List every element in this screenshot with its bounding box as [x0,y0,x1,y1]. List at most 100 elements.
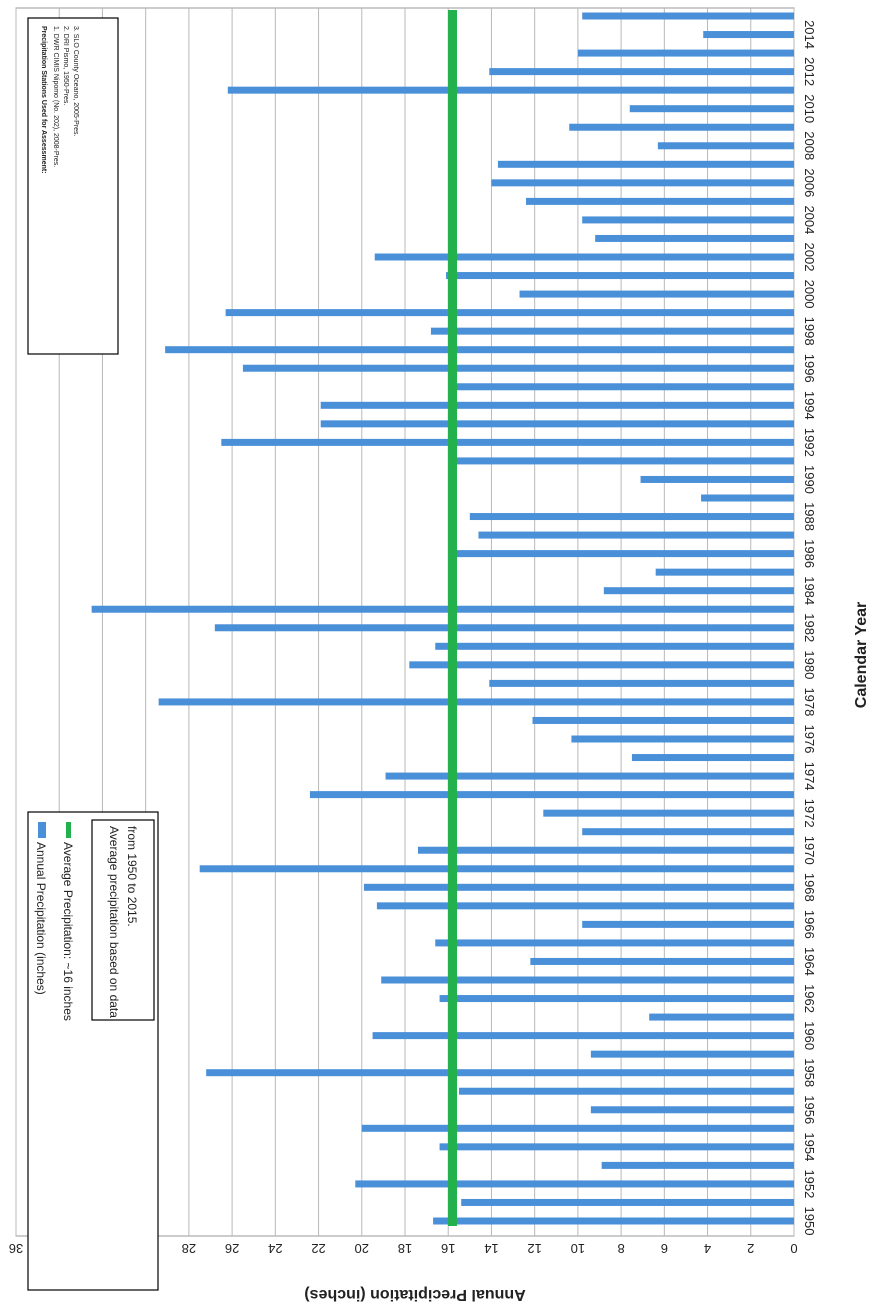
x-tick-1990: 1990 [802,465,817,494]
y-tick-0: 0 [790,1241,797,1256]
x-tick-2010: 2010 [802,94,817,123]
bar-2007 [497,160,794,168]
x-tick-2006: 2006 [802,168,817,197]
bar-2010 [629,105,794,113]
y-tick-4: 4 [704,1241,711,1256]
bar-2002 [374,253,794,261]
bar-2003 [595,234,794,242]
x-tick-1994: 1994 [802,391,817,420]
x-tick-2008: 2008 [802,131,817,160]
bar-1990 [640,475,794,483]
bar-1972 [543,809,794,817]
legend: Annual Precipitation (inches) Average Pr… [27,811,159,1291]
bar-2001 [446,272,794,280]
bar-1984 [603,587,794,595]
bar-1987 [478,531,794,539]
bar-1981 [435,642,794,650]
bar-1958 [206,1069,794,1077]
legend-note-line-1: Average precipitation based on data [107,826,121,1018]
bar-1955 [361,1124,794,1132]
x-tick-2000: 2000 [802,280,817,309]
bar-1995 [454,383,794,391]
bar-2009 [569,123,794,131]
x-tick-1976: 1976 [802,725,817,754]
y-tick-28: 28 [182,1241,196,1256]
x-tick-1966: 1966 [802,910,817,939]
x-tick-2004: 2004 [802,205,817,234]
bar-1991 [454,457,794,465]
bar-1959 [590,1050,794,1058]
x-tick-1968: 1968 [802,873,817,902]
y-tick-2: 2 [747,1241,754,1256]
bar-1989 [701,494,794,502]
legend-swatch-precip [38,822,46,838]
bars-group [91,12,795,1225]
bar-1966 [582,920,794,928]
bar-1992 [221,438,795,446]
x-tick-1978: 1978 [802,687,817,716]
x-tick-1960: 1960 [802,1021,817,1050]
bar-1997 [165,346,794,354]
bar-1998 [430,327,794,335]
bar-2000 [519,290,794,298]
x-tick-1988: 1988 [802,502,817,531]
x-tick-1972: 1972 [802,799,817,828]
bar-1962 [439,995,794,1003]
y-tick-16: 16 [441,1241,455,1256]
y-tick-10: 10 [571,1241,585,1256]
bar-1954 [439,1143,794,1151]
x-tick-1974: 1974 [802,762,817,791]
x-tick-1954: 1954 [802,1132,817,1161]
x-tick-1970: 1970 [802,836,817,865]
y-tick-14: 14 [484,1241,498,1256]
bar-1957 [459,1087,794,1095]
bar-1970 [417,846,794,854]
x-axis-label: Calendar Year [853,602,870,708]
bar-1952 [355,1180,794,1188]
stations-annotation: Precipitation Stations Used for Assessme… [27,17,119,355]
bar-2015 [582,12,794,20]
bar-1953 [601,1161,794,1169]
bar-1979 [489,679,794,687]
station-3: 3. SLO County Oceano, 2005-Pres. [72,26,79,137]
station-2: 2. DRI Pismo, 1950-Pres. [62,26,69,105]
station-1: 1. DWR CIMIS Nipomo (No. 202), 2008-Pres… [52,26,59,167]
bar-1994 [320,401,794,409]
bar-2006 [491,179,794,187]
bar-1961 [649,1013,794,1021]
x-tick-2012: 2012 [802,57,817,86]
legend-label-average: Average Precipitation: ~16 inches [61,842,75,1021]
bar-1974 [385,772,794,780]
x-tick-2002: 2002 [802,243,817,272]
x-tick-1998: 1998 [802,317,817,346]
bar-1968 [363,883,794,891]
y-tick-20: 20 [355,1241,369,1256]
y-tick-26: 26 [225,1241,239,1256]
bar-1986 [456,550,794,558]
legend-label-precip: Annual Precipitation (inches) [34,842,48,995]
bar-1950 [433,1217,794,1225]
bar-2008 [657,142,794,150]
x-tick-1992: 1992 [802,428,817,457]
x-tick-1982: 1982 [802,613,817,642]
bar-2011 [227,86,795,94]
x-tick-1984: 1984 [802,576,817,605]
bar-2013 [577,49,794,57]
bar-1985 [655,568,794,576]
y-tick-8: 8 [617,1241,624,1256]
bar-1956 [590,1106,794,1114]
x-tick-1952: 1952 [802,1169,817,1198]
y-tick-22: 22 [311,1241,325,1256]
bar-1967 [376,902,794,910]
bar-1999 [225,309,794,317]
bar-1965 [435,939,794,947]
y-tick-18: 18 [398,1241,412,1256]
bar-2004 [582,216,794,224]
bar-2012 [489,68,794,76]
bar-1982 [214,624,795,632]
y-tick-24: 24 [268,1241,282,1256]
bar-1983 [91,605,794,613]
bar-1964 [530,957,794,965]
bar-1971 [582,828,794,836]
